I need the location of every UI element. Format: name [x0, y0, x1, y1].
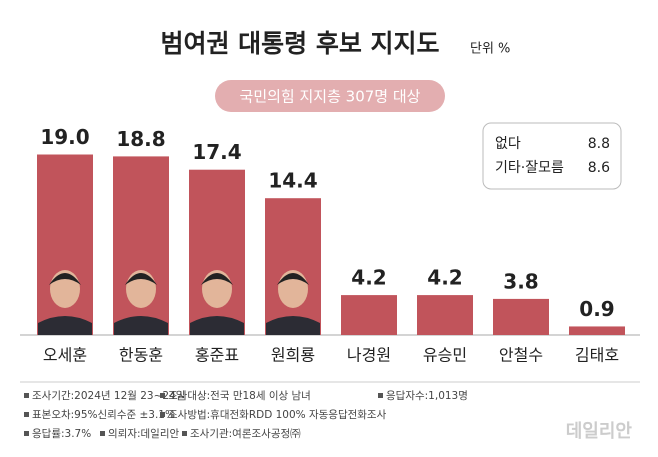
portrait: [190, 316, 244, 335]
bar: [493, 298, 549, 335]
portrait: [38, 316, 92, 335]
bar: [265, 198, 321, 335]
note: 응답자수:1,013명: [386, 390, 468, 402]
category-label: 안철수: [499, 346, 543, 365]
note-bullet: [24, 431, 29, 436]
note: 조사방법:휴대전화RDD 100% 자동응답전화조사: [168, 409, 387, 421]
box-label: 없다: [495, 136, 521, 152]
note-bullet: [182, 431, 187, 436]
note: 응답률:3.7%: [32, 428, 91, 440]
logo: 데일리안: [566, 421, 633, 442]
portrait-hair: [277, 273, 309, 285]
note-bullet: [24, 393, 29, 398]
note-bullet: [100, 431, 105, 436]
category-label: 한동훈: [119, 346, 163, 365]
note: 표본오차:95%신뢰수준 ±3.1%: [32, 409, 175, 421]
box-value: 8.8: [588, 136, 610, 152]
portrait-hair: [125, 273, 157, 285]
note-bullet: [378, 393, 383, 398]
category-label: 원희룡: [271, 346, 315, 365]
category-label: 오세훈: [43, 346, 87, 365]
bar: [189, 169, 245, 335]
unit-label: 단위 %: [470, 42, 510, 57]
subtitle-pill: [215, 80, 445, 112]
category-label: 나경원: [347, 346, 391, 365]
portrait-hair: [201, 273, 233, 285]
note: 의뢰자:데일리안: [108, 427, 179, 440]
note-bullet: [160, 412, 165, 417]
note: 조사기관:여론조사공정㈜: [190, 427, 301, 440]
chart-title: 범여권 대통령 후보 지지도: [160, 29, 439, 58]
category-label: 홍준표: [195, 346, 239, 365]
subtitle: 국민의힘 지지층 307명 대상: [240, 88, 421, 106]
bar: [113, 156, 169, 335]
value-label: 0.9: [579, 297, 614, 321]
portrait-hair: [49, 273, 81, 285]
portrait: [266, 316, 320, 335]
note: 조사대상:전국 만18세 이상 남녀: [168, 390, 311, 402]
value-label: 4.2: [427, 266, 462, 290]
extra-box: [482, 122, 622, 190]
note: 조사기간:2024년 12월 23~24일: [32, 389, 185, 402]
value-label: 18.8: [116, 127, 165, 151]
value-label: 14.4: [268, 169, 317, 193]
value-label: 19.0: [40, 125, 89, 149]
bar: [569, 326, 625, 335]
note-bullet: [160, 393, 165, 398]
note-bullet: [24, 412, 29, 417]
box-value: 8.6: [588, 160, 610, 176]
bar: [341, 295, 397, 335]
box-label: 기타·잘모름: [495, 160, 564, 176]
value-label: 17.4: [192, 140, 241, 164]
portrait: [114, 316, 168, 335]
category-label: 김태호: [575, 346, 619, 365]
value-label: 4.2: [351, 266, 386, 290]
value-label: 3.8: [503, 269, 538, 293]
bar: [417, 295, 473, 335]
category-label: 유승민: [423, 346, 467, 365]
